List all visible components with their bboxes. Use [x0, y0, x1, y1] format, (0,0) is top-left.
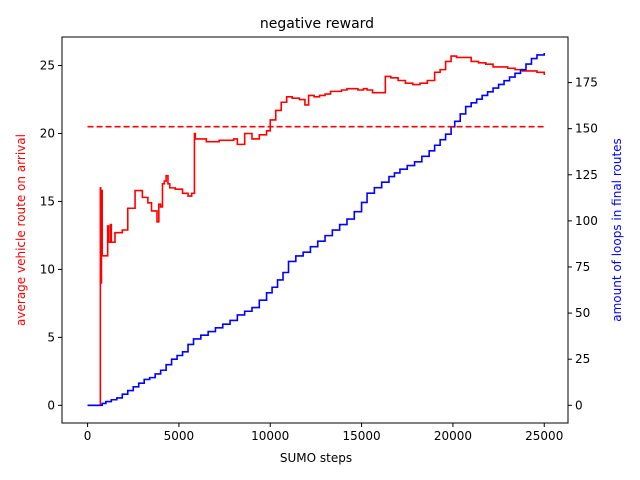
y-right-tick-label: 100 — [575, 214, 598, 228]
y-left-tick-label: 10 — [40, 262, 55, 276]
y-right-tick-label: 175 — [575, 76, 598, 90]
x-tick-label: 0 — [84, 429, 92, 443]
x-tick-label: 15000 — [342, 429, 380, 443]
plot-area — [87, 53, 546, 407]
x-tick-label: 5000 — [164, 429, 195, 443]
y-right-tick-label: 50 — [575, 306, 590, 320]
y-left-tick-label: 5 — [47, 330, 55, 344]
plot-frame — [61, 36, 569, 424]
x-axis: 0 5000 10000 15000 20000 25000 — [84, 423, 563, 443]
y-left-tick-label: 0 — [47, 398, 55, 412]
y-left-tick-label: 15 — [40, 194, 55, 208]
y-right-tick-label: 0 — [575, 398, 583, 412]
y-left-tick-label: 20 — [40, 127, 55, 141]
x-tick-label: 20000 — [434, 429, 472, 443]
y-left-tick-label: 25 — [40, 59, 55, 73]
x-tick-label: 10000 — [251, 429, 289, 443]
y-right-tick-label: 125 — [575, 168, 598, 182]
y-right-tick-label: 25 — [575, 352, 590, 366]
x-tick-label: 25000 — [525, 429, 563, 443]
loops-series-line — [87, 53, 546, 407]
chart-title: negative reward — [260, 16, 374, 32]
y-axis-left: 0 5 10 15 20 25 — [40, 59, 62, 412]
y-axis-right: 0 25 50 75 100 125 150 175 — [568, 76, 598, 412]
x-axis-label: SUMO steps — [280, 451, 352, 465]
y-axis-right-label: amount of loops in final routes — [610, 138, 624, 322]
y-right-tick-label: 150 — [575, 122, 598, 136]
route-series-line — [87, 55, 546, 407]
y-axis-left-label: average vehicle route on arrival — [14, 134, 28, 326]
y-right-tick-label: 75 — [575, 260, 590, 274]
